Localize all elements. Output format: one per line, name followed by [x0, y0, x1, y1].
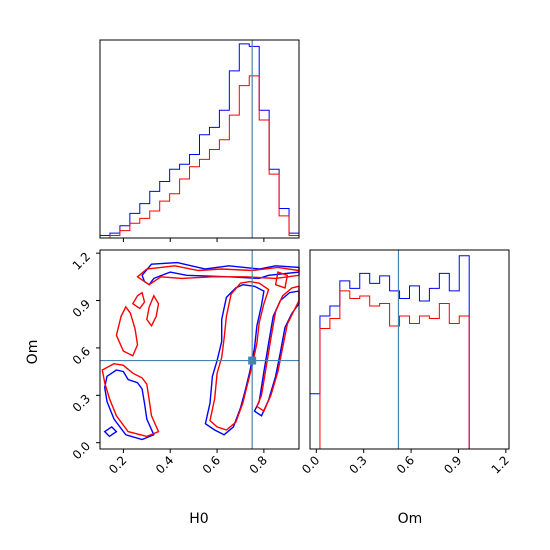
contour-xtick-label-2: 0.6: [200, 453, 223, 476]
h0-marginal-panel: [99, 39, 300, 242]
om-marginal-xtick-label-2: 0.6: [394, 453, 417, 476]
contour-series-1-3: [101, 362, 160, 438]
contour-frame: [99, 249, 300, 450]
om-marginal-xtick-label-4: 1.2: [489, 453, 512, 476]
om-marginal-frame: [309, 249, 510, 450]
contour-series-1-6: [146, 294, 160, 328]
contour-series-0-0: [141, 261, 300, 286]
h0-hist-series-1: [100, 75, 300, 239]
y-axis-label-om: Om: [25, 340, 41, 365]
x-axis-label-om: Om: [398, 511, 423, 527]
contour-series-1-2: [256, 285, 300, 413]
contour-series-1-1: [209, 280, 270, 431]
x-axis-label-h0: H0: [189, 511, 208, 527]
contour-series-0-4: [103, 369, 155, 441]
h0-marginal-frame: [99, 39, 300, 239]
truth-marker: [248, 356, 257, 365]
contour-ytick-label-0: 0.0: [70, 439, 93, 462]
om-hist-series-0: [309, 255, 509, 450]
contour-series-0-3: [103, 425, 118, 438]
om-marginal-panel: 0.0 0.3 0.6 0.9 1.2: [299, 249, 512, 477]
contour-xtick-label-0: 0.2: [106, 453, 129, 476]
contour-ytick-label-1: 0.3: [70, 392, 93, 415]
contour-xtick-label-3: 0.8: [247, 453, 270, 476]
contour-series-1-7: [274, 271, 289, 289]
h0-om-contour-panel: 0.2 0.4 0.6 0.8 0.0 0.3 0.6 0.9 1.2: [70, 249, 300, 477]
om-marginal-xtick-label-1: 0.3: [346, 453, 369, 476]
contour-series-1-5: [131, 291, 146, 310]
om-hist-series-1: [310, 290, 509, 450]
om-marginal-xtick-label-3: 0.9: [441, 453, 464, 476]
contour-ytick-label-3: 0.9: [70, 297, 93, 320]
contour-series-1-4: [115, 305, 139, 357]
contour-xtick-label-1: 0.4: [153, 453, 176, 476]
contour-series-0-1: [204, 283, 265, 436]
contour-ytick-label-4: 1.2: [70, 249, 93, 272]
contour-ytick-label-2: 0.6: [70, 344, 93, 367]
om-marginal-xtick-label-0: 0.0: [299, 453, 322, 476]
